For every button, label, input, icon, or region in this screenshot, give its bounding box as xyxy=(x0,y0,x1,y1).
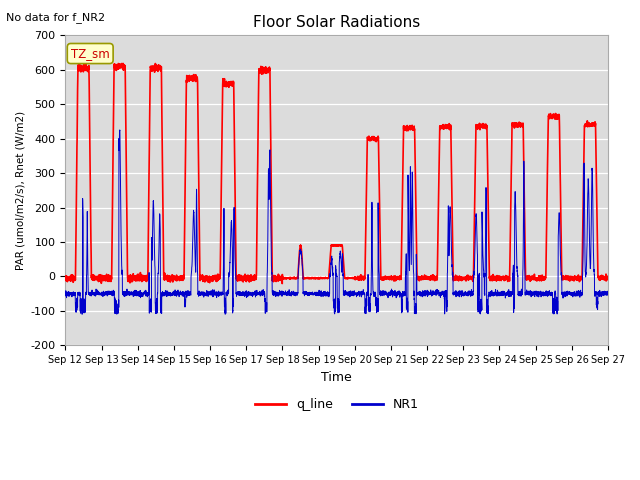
q_line xyxy=(317,275,324,280)
Legend: q_line, NR1: q_line, NR1 xyxy=(250,394,424,417)
q_line xyxy=(604,276,611,281)
X-axis label: Time: Time xyxy=(321,371,352,384)
NR1 xyxy=(490,293,497,299)
q_line xyxy=(604,276,612,281)
Line: NR1: NR1 xyxy=(65,130,608,314)
q_line xyxy=(490,276,497,281)
NR1 xyxy=(458,292,466,298)
NR1 xyxy=(61,291,69,297)
NR1 xyxy=(604,288,611,294)
q_line xyxy=(278,281,286,287)
NR1 xyxy=(604,290,612,296)
NR1 xyxy=(116,127,124,133)
NR1 xyxy=(429,291,436,297)
q_line xyxy=(458,277,466,283)
NR1 xyxy=(78,312,86,317)
NR1 xyxy=(317,291,324,297)
q_line xyxy=(75,60,83,66)
Title: Floor Solar Radiations: Floor Solar Radiations xyxy=(253,15,420,30)
NR1 xyxy=(159,291,167,297)
Y-axis label: PAR (umol/m2/s), Rnet (W/m2): PAR (umol/m2/s), Rnet (W/m2) xyxy=(15,111,25,270)
Text: TZ_sm: TZ_sm xyxy=(71,47,109,60)
Line: q_line: q_line xyxy=(65,63,608,284)
Text: No data for f_NR2: No data for f_NR2 xyxy=(6,12,106,23)
q_line xyxy=(429,276,436,281)
q_line xyxy=(61,276,69,281)
q_line xyxy=(159,212,167,218)
